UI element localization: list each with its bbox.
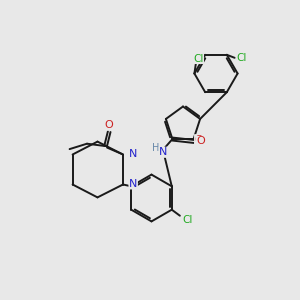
Text: N: N [129,149,137,159]
Text: N: N [159,147,168,157]
Text: Cl: Cl [237,53,247,63]
Text: O: O [105,120,114,130]
Text: Cl: Cl [193,53,203,64]
Text: N: N [129,179,137,189]
Text: H: H [152,143,159,153]
Text: O: O [195,135,203,145]
Text: O: O [196,136,205,146]
Text: Cl: Cl [183,214,193,225]
